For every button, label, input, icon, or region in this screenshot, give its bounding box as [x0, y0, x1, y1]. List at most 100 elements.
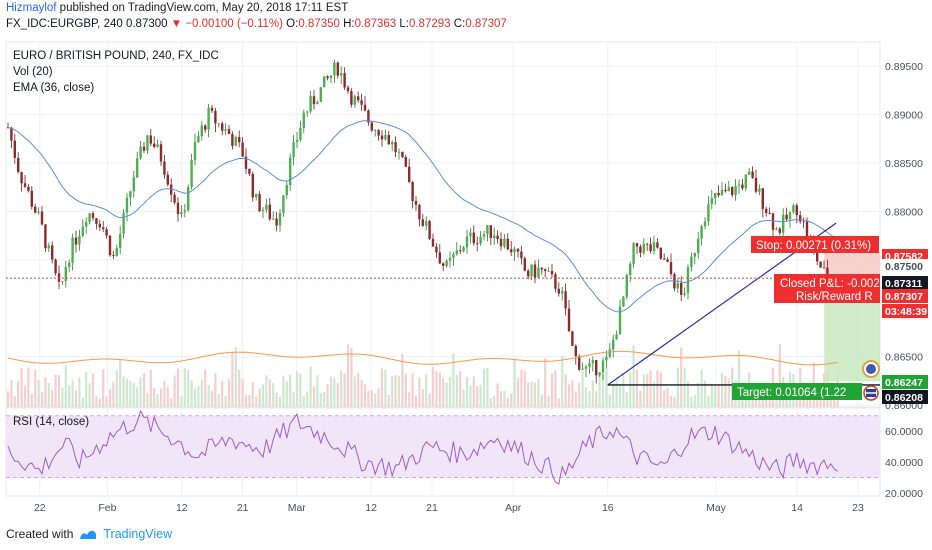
candle-body	[506, 238, 509, 250]
candle-body	[292, 142, 295, 158]
candle-body	[207, 107, 210, 130]
volume-bar	[418, 377, 421, 407]
candle-body	[30, 190, 33, 207]
tradingview-logo-icon	[80, 530, 97, 539]
price-tags: 0.875820.875000.873110.8730703:48:390.86…	[882, 249, 928, 404]
volume-bar	[561, 355, 564, 407]
candle-body	[513, 248, 516, 253]
candle-body	[720, 189, 724, 196]
candle-body	[465, 236, 469, 248]
volume-bar	[251, 381, 254, 407]
volume-bar	[224, 396, 227, 407]
candle-body	[51, 245, 54, 260]
candle-body	[374, 129, 377, 131]
volume-bar	[414, 395, 418, 407]
candle-body	[649, 244, 652, 252]
volume-bar	[697, 383, 700, 407]
candle-body	[724, 189, 727, 192]
volume-bar	[608, 394, 611, 407]
volume-bar	[115, 370, 118, 407]
candle-body	[346, 87, 350, 92]
volume-bar	[163, 381, 166, 407]
candle-body	[282, 195, 285, 213]
volume-bar	[571, 380, 574, 407]
candle-body	[605, 356, 608, 361]
candle-body	[105, 229, 108, 236]
volume-bar	[676, 367, 679, 407]
candle-body	[761, 188, 764, 209]
candle-body	[397, 151, 401, 153]
candle-body	[499, 238, 503, 247]
candle-body	[425, 221, 428, 226]
flag-icon[interactable]	[863, 385, 879, 401]
candle-body	[751, 171, 754, 178]
candle-body	[210, 107, 214, 111]
tradingview-link[interactable]: TradingView	[103, 527, 173, 541]
candle-body	[659, 247, 662, 259]
stop-label[interactable]: Stop: 0.00271 (0.31%)	[751, 236, 879, 253]
volume-bar	[438, 372, 441, 407]
candle-body	[200, 125, 203, 137]
time-tick-label: 23	[852, 502, 864, 514]
candle-body	[676, 282, 679, 289]
volume-bar	[503, 391, 506, 407]
volume-bar	[404, 373, 407, 407]
candle-body	[693, 252, 696, 257]
symbol-label[interactable]: FX_IDC:EURGBP, 240	[6, 18, 123, 30]
candle-body	[486, 225, 489, 235]
price-candles	[6, 59, 839, 384]
volume-bar	[649, 369, 652, 407]
closed-pnl-text: Closed P&L: -0.002	[780, 278, 880, 290]
candle-body	[285, 184, 288, 196]
footer: Created with TradingView	[6, 527, 172, 541]
volume-bar	[71, 380, 74, 407]
volume-bar	[489, 398, 492, 407]
volume-bar	[91, 373, 95, 407]
publisher-link[interactable]: Hizmaylof	[6, 2, 57, 14]
volume-bar	[557, 398, 560, 407]
candle-body	[275, 218, 278, 226]
volume-bar	[6, 391, 10, 407]
ohlc-line: FX_IDC:EURGBP, 240 0.87300 ▼ −0.00100 (−…	[6, 18, 507, 30]
volume-ma-line	[7, 350, 838, 366]
price-tick-label: 0.89500	[885, 61, 923, 73]
candle-body	[564, 291, 567, 309]
candle-body	[584, 366, 588, 369]
candle-body	[411, 182, 414, 201]
time-tick-label: Apr	[505, 502, 522, 514]
volume-bar	[200, 379, 203, 407]
volume-bar	[292, 391, 295, 407]
time-tick-label: Mar	[288, 502, 307, 514]
candle-body	[132, 177, 135, 192]
volume-bar	[499, 391, 503, 407]
candle-body	[57, 273, 61, 282]
candle-body	[608, 349, 611, 357]
volume-bar	[350, 347, 353, 407]
candle-body	[591, 360, 594, 364]
candle-body	[170, 184, 173, 195]
candle-body	[309, 96, 312, 112]
volume-bar	[367, 390, 370, 407]
candle-body	[533, 264, 537, 278]
volume-bar	[387, 395, 390, 407]
publish-text: published on TradingView.com, May 20, 20…	[56, 2, 349, 14]
price-change: −0.00100 (−0.11%)	[185, 18, 283, 30]
volume-bar	[363, 383, 367, 407]
candle-body	[20, 172, 23, 184]
candle-body	[193, 141, 197, 160]
volume-bar	[513, 358, 516, 407]
time-tick-label: May	[706, 502, 727, 514]
candle-body	[248, 168, 251, 174]
volume-bar	[146, 393, 149, 407]
volume-bar	[61, 387, 64, 407]
volume-bar	[554, 370, 557, 407]
candle-body	[380, 135, 384, 140]
volume-bar	[629, 373, 632, 407]
candle-body	[391, 142, 394, 145]
target-label[interactable]: Target: 0.01064 (1.22	[732, 383, 862, 400]
closed-pnl-label[interactable]: Closed P&L: -0.002 Risk/Reward R	[774, 274, 880, 303]
volume-bar	[214, 372, 217, 407]
event-flag-icon[interactable]	[862, 360, 880, 378]
time-axis-ticks: 22 Feb 12 21 Mar 12 21 Apr 16 May 14 23	[34, 502, 864, 514]
